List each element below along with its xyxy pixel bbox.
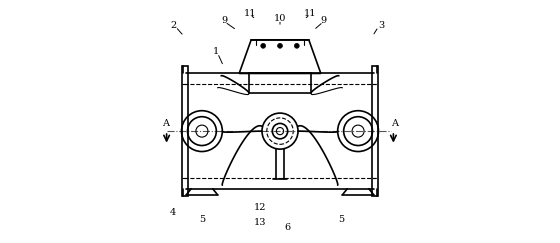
Text: 5: 5 xyxy=(338,216,344,225)
Circle shape xyxy=(261,43,265,48)
Text: 10: 10 xyxy=(274,14,286,23)
Text: 5: 5 xyxy=(199,216,205,225)
Text: 2: 2 xyxy=(170,21,176,30)
Text: 12: 12 xyxy=(253,203,266,212)
Text: 9: 9 xyxy=(222,16,228,25)
Text: 1: 1 xyxy=(213,47,220,56)
Text: 11: 11 xyxy=(244,9,256,18)
Text: 11: 11 xyxy=(304,9,316,18)
Text: A: A xyxy=(391,119,398,128)
Circle shape xyxy=(295,43,299,48)
Text: 3: 3 xyxy=(378,21,384,30)
Text: 9: 9 xyxy=(320,16,326,25)
Text: 4: 4 xyxy=(170,208,176,217)
Text: 6: 6 xyxy=(284,223,290,232)
Circle shape xyxy=(278,43,282,48)
Text: 13: 13 xyxy=(253,218,266,227)
Text: A: A xyxy=(162,119,169,128)
